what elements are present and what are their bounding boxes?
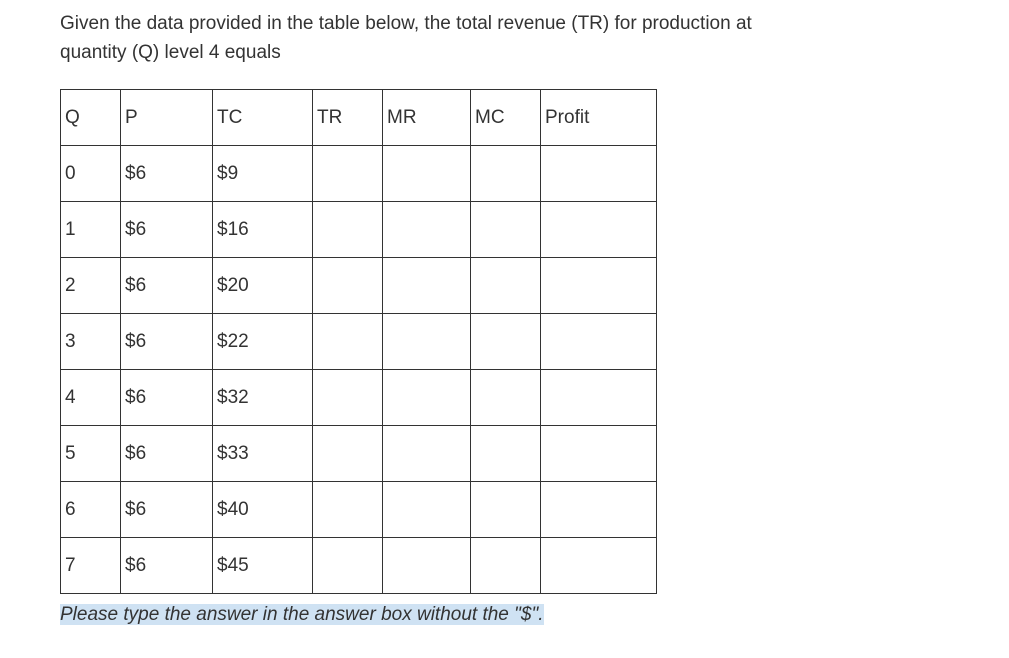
cell-tr — [313, 146, 383, 202]
cell-profit — [541, 146, 657, 202]
cell-mr — [383, 482, 471, 538]
cell-tr — [313, 538, 383, 594]
cell-mr — [383, 146, 471, 202]
cell-mc — [471, 538, 541, 594]
cell-tr — [313, 258, 383, 314]
cell-q: 1 — [61, 202, 121, 258]
cell-tc: $22 — [213, 314, 313, 370]
table-header-row: Q P TC TR MR MC Profit — [61, 90, 657, 146]
cell-mc — [471, 314, 541, 370]
cell-tc: $40 — [213, 482, 313, 538]
header-mc: MC — [471, 90, 541, 146]
cell-q: 0 — [61, 146, 121, 202]
cell-tc: $20 — [213, 258, 313, 314]
cell-mr — [383, 370, 471, 426]
cell-mr — [383, 258, 471, 314]
table-row: 6 $6 $40 — [61, 482, 657, 538]
cell-mr — [383, 538, 471, 594]
table-row: 4 $6 $32 — [61, 370, 657, 426]
question-line-2: quantity (Q) level 4 equals — [60, 42, 281, 63]
table-row: 2 $6 $20 — [61, 258, 657, 314]
cell-tc: $32 — [213, 370, 313, 426]
table-row: 0 $6 $9 — [61, 146, 657, 202]
cell-mc — [471, 482, 541, 538]
cell-mr — [383, 202, 471, 258]
cell-mc — [471, 146, 541, 202]
cell-p: $6 — [121, 146, 213, 202]
cell-tc: $16 — [213, 202, 313, 258]
header-tr: TR — [313, 90, 383, 146]
table-row: 3 $6 $22 — [61, 314, 657, 370]
header-q: Q — [61, 90, 121, 146]
cell-p: $6 — [121, 538, 213, 594]
cell-tr — [313, 426, 383, 482]
economics-table: Q P TC TR MR MC Profit 0 $6 $9 1 $6 $16 … — [60, 89, 657, 594]
cell-q: 2 — [61, 258, 121, 314]
cell-mc — [471, 202, 541, 258]
cell-tr — [313, 202, 383, 258]
cell-tc: $45 — [213, 538, 313, 594]
cell-profit — [541, 202, 657, 258]
answer-instruction: Please type the answer in the answer box… — [60, 604, 949, 626]
cell-mr — [383, 426, 471, 482]
cell-p: $6 — [121, 370, 213, 426]
cell-p: $6 — [121, 202, 213, 258]
header-tc: TC — [213, 90, 313, 146]
instruction-text: Please type the answer in the answer box… — [60, 604, 544, 625]
cell-mc — [471, 426, 541, 482]
cell-q: 5 — [61, 426, 121, 482]
cell-tr — [313, 482, 383, 538]
cell-tr — [313, 314, 383, 370]
cell-q: 3 — [61, 314, 121, 370]
question-line-1: Given the data provided in the table bel… — [60, 13, 752, 34]
cell-q: 4 — [61, 370, 121, 426]
table-row: 5 $6 $33 — [61, 426, 657, 482]
cell-mr — [383, 314, 471, 370]
header-mr: MR — [383, 90, 471, 146]
cell-q: 6 — [61, 482, 121, 538]
cell-tr — [313, 370, 383, 426]
cell-mc — [471, 258, 541, 314]
table-row: 7 $6 $45 — [61, 538, 657, 594]
cell-q: 7 — [61, 538, 121, 594]
cell-profit — [541, 426, 657, 482]
cell-profit — [541, 370, 657, 426]
header-p: P — [121, 90, 213, 146]
cell-tc: $9 — [213, 146, 313, 202]
header-profit: Profit — [541, 90, 657, 146]
question-text: Given the data provided in the table bel… — [60, 10, 949, 67]
cell-p: $6 — [121, 426, 213, 482]
cell-p: $6 — [121, 258, 213, 314]
cell-p: $6 — [121, 314, 213, 370]
cell-profit — [541, 258, 657, 314]
cell-tc: $33 — [213, 426, 313, 482]
cell-profit — [541, 314, 657, 370]
table-row: 1 $6 $16 — [61, 202, 657, 258]
cell-p: $6 — [121, 482, 213, 538]
cell-mc — [471, 370, 541, 426]
cell-profit — [541, 482, 657, 538]
cell-profit — [541, 538, 657, 594]
